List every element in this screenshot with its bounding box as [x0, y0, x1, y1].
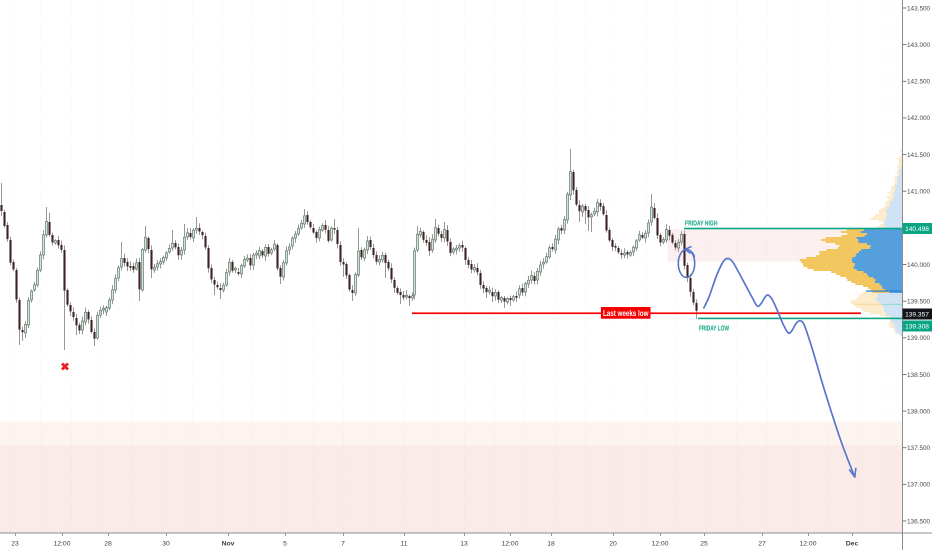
svg-text:139.000: 139.000 — [907, 335, 931, 342]
svg-text:141.500: 141.500 — [907, 152, 931, 159]
svg-text:11: 11 — [400, 541, 407, 548]
svg-text:12:00: 12:00 — [53, 541, 70, 548]
svg-text:139.500: 139.500 — [907, 299, 931, 306]
svg-text:18: 18 — [547, 541, 555, 548]
svg-text:Nov: Nov — [222, 541, 235, 548]
svg-text:12:00: 12:00 — [501, 541, 518, 548]
svg-text:28: 28 — [104, 541, 112, 548]
svg-text:136.500: 136.500 — [907, 518, 931, 525]
svg-text:30: 30 — [162, 541, 170, 548]
svg-text:138.000: 138.000 — [907, 408, 931, 415]
svg-text:137.500: 137.500 — [907, 445, 931, 452]
svg-text:Last weeks low: Last weeks low — [603, 309, 649, 318]
svg-text:5: 5 — [283, 541, 287, 548]
svg-text:13: 13 — [460, 541, 468, 548]
svg-text:12:00: 12:00 — [651, 541, 668, 548]
svg-text:25: 25 — [700, 541, 708, 548]
svg-text:142.000: 142.000 — [907, 115, 931, 122]
svg-text:139.308: 139.308 — [905, 323, 929, 330]
svg-text:142.500: 142.500 — [907, 79, 931, 86]
svg-text:143.500: 143.500 — [907, 5, 931, 12]
svg-text:20: 20 — [609, 541, 617, 548]
svg-text:139.357: 139.357 — [905, 311, 929, 318]
svg-text:140.000: 140.000 — [907, 262, 931, 269]
svg-text:7: 7 — [341, 541, 345, 548]
svg-text:140.498: 140.498 — [905, 226, 929, 233]
svg-text:137.000: 137.000 — [907, 482, 931, 489]
svg-text:✖: ✖ — [60, 362, 69, 374]
svg-text:Dec: Dec — [846, 541, 859, 548]
svg-text:27: 27 — [758, 541, 766, 548]
svg-text:143.000: 143.000 — [907, 42, 931, 49]
svg-text:138.500: 138.500 — [907, 372, 931, 379]
svg-text:23: 23 — [11, 541, 19, 548]
svg-text:FRIDAY HIGH: FRIDAY HIGH — [685, 219, 718, 228]
svg-text:12:00: 12:00 — [799, 541, 816, 548]
svg-text:FRIDAY LOW: FRIDAY LOW — [699, 324, 729, 333]
svg-text:141.000: 141.000 — [907, 189, 931, 196]
